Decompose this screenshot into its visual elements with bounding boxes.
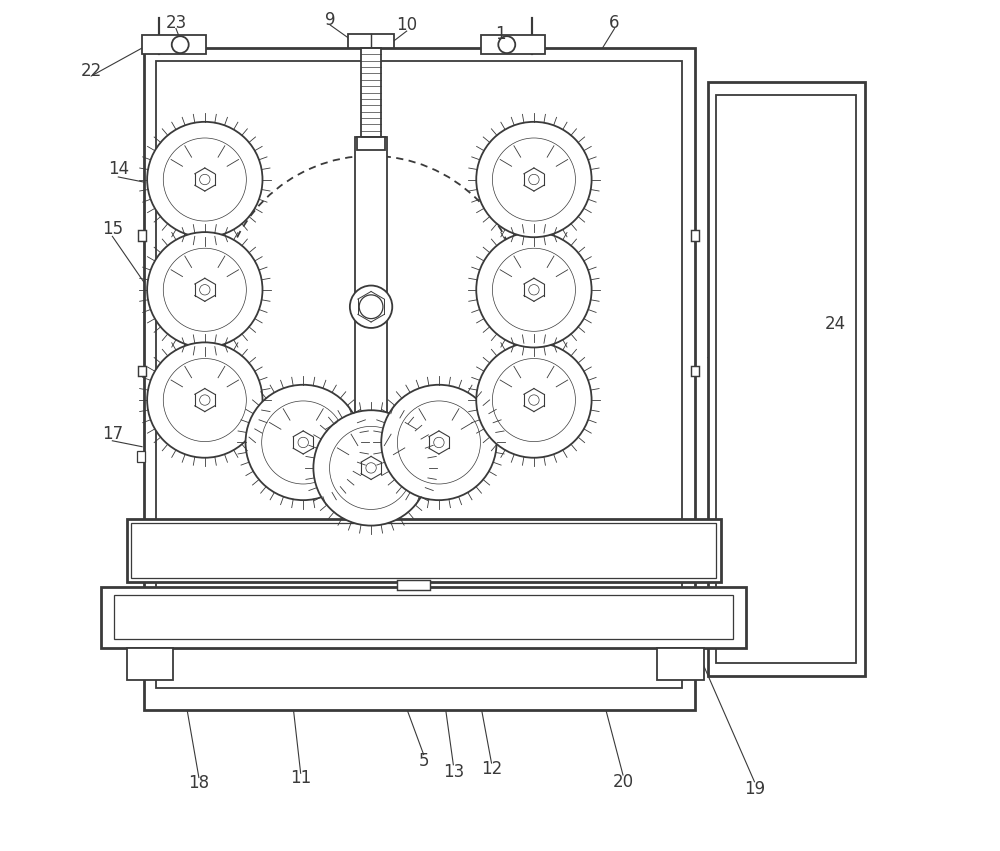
Text: 24: 24: [824, 315, 846, 333]
Text: 9: 9: [325, 11, 336, 29]
Circle shape: [381, 385, 497, 500]
Circle shape: [147, 232, 262, 347]
Text: 22: 22: [81, 62, 102, 80]
Circle shape: [262, 401, 345, 484]
Circle shape: [246, 385, 361, 500]
Bar: [691, 231, 699, 241]
Bar: [101, 586, 746, 648]
Circle shape: [330, 426, 413, 510]
Circle shape: [350, 286, 392, 328]
Text: 18: 18: [188, 774, 209, 792]
Circle shape: [366, 463, 376, 473]
Circle shape: [163, 358, 246, 442]
Text: 17: 17: [102, 425, 123, 443]
Circle shape: [359, 295, 383, 318]
Bar: [691, 366, 699, 376]
Text: 13: 13: [443, 762, 464, 780]
Circle shape: [529, 395, 539, 405]
Bar: [138, 231, 146, 241]
Bar: [481, 36, 545, 54]
Bar: [708, 82, 865, 676]
Text: 14: 14: [108, 160, 129, 179]
Text: 20: 20: [612, 773, 634, 791]
Circle shape: [298, 437, 308, 448]
Bar: [127, 648, 173, 680]
Bar: [348, 35, 394, 48]
Circle shape: [476, 122, 592, 237]
Text: 19: 19: [744, 780, 765, 797]
Bar: [355, 137, 387, 426]
Bar: [137, 451, 145, 462]
Bar: [114, 595, 733, 639]
Text: 5: 5: [418, 751, 429, 769]
Text: 1: 1: [495, 25, 505, 43]
Circle shape: [492, 358, 575, 442]
Bar: [361, 48, 381, 137]
Circle shape: [476, 342, 592, 458]
Circle shape: [529, 174, 539, 185]
Text: 23: 23: [165, 14, 187, 31]
Circle shape: [476, 232, 592, 347]
Circle shape: [313, 410, 429, 526]
Bar: [156, 60, 682, 688]
Bar: [357, 137, 385, 150]
Circle shape: [200, 174, 210, 185]
Text: 6: 6: [609, 14, 620, 31]
Bar: [144, 48, 695, 710]
Bar: [131, 523, 716, 578]
Text: 15: 15: [102, 220, 123, 237]
Circle shape: [492, 248, 575, 331]
Bar: [127, 519, 721, 582]
Circle shape: [492, 138, 575, 221]
Text: 12: 12: [481, 760, 502, 778]
Bar: [716, 94, 856, 663]
Circle shape: [498, 36, 515, 53]
Circle shape: [163, 248, 246, 331]
Circle shape: [200, 395, 210, 405]
Text: 11: 11: [290, 768, 311, 786]
Circle shape: [397, 401, 480, 484]
Circle shape: [434, 437, 444, 448]
Circle shape: [147, 122, 262, 237]
Circle shape: [172, 36, 189, 53]
Text: 10: 10: [396, 16, 417, 34]
Bar: [397, 580, 430, 590]
Circle shape: [163, 138, 246, 221]
Circle shape: [147, 342, 262, 458]
Bar: [657, 648, 704, 680]
Bar: [142, 36, 206, 54]
Bar: [138, 366, 146, 376]
Circle shape: [200, 284, 210, 295]
Circle shape: [529, 284, 539, 295]
